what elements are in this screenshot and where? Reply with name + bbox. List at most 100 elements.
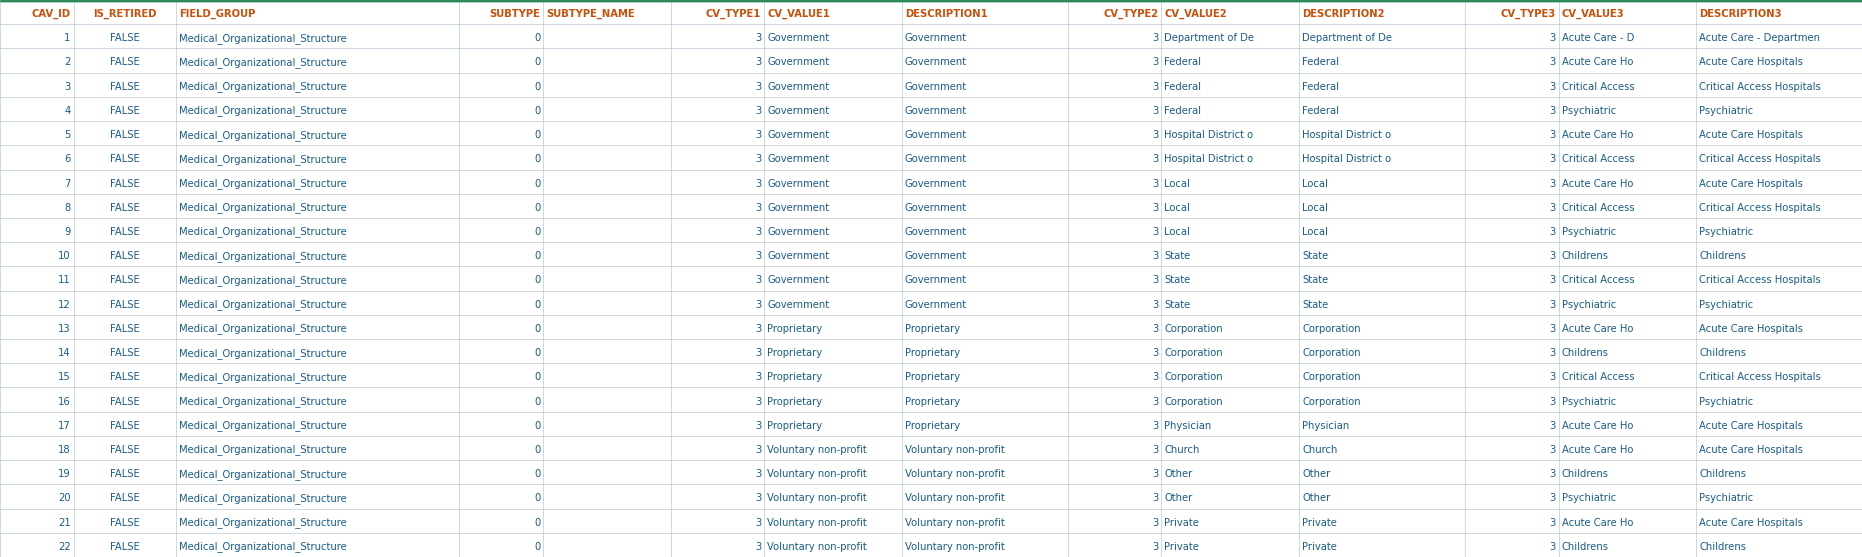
Text: Federal: Federal (1302, 57, 1339, 67)
Text: Government: Government (767, 251, 829, 261)
Text: 0: 0 (534, 276, 540, 285)
Text: Psychiatric: Psychiatric (1700, 300, 1754, 310)
Text: Corporation: Corporation (1302, 324, 1361, 334)
Text: 3: 3 (756, 227, 762, 237)
Text: Medical_Organizational_Structure: Medical_Organizational_Structure (179, 227, 346, 237)
Text: Psychiatric: Psychiatric (1562, 106, 1616, 116)
Text: Federal: Federal (1164, 106, 1201, 116)
Text: State: State (1164, 251, 1190, 261)
Text: 0: 0 (534, 517, 540, 527)
Text: Corporation: Corporation (1164, 372, 1223, 382)
Text: 3: 3 (1153, 154, 1158, 164)
Text: Critical Access Hospitals: Critical Access Hospitals (1700, 82, 1821, 92)
Text: Department of De: Department of De (1164, 33, 1255, 43)
Text: Government: Government (767, 33, 829, 43)
Text: 3: 3 (1549, 33, 1555, 43)
Text: Corporation: Corporation (1164, 397, 1223, 407)
Text: DESCRIPTION1: DESCRIPTION1 (905, 9, 987, 19)
Text: Hospital District o: Hospital District o (1302, 154, 1391, 164)
Text: Acute Care Ho: Acute Care Ho (1562, 57, 1633, 67)
Text: Physician: Physician (1302, 421, 1350, 431)
Text: FALSE: FALSE (110, 397, 140, 407)
Text: Government: Government (905, 33, 966, 43)
Text: Corporation: Corporation (1164, 324, 1223, 334)
Text: 18: 18 (58, 445, 71, 455)
Text: Federal: Federal (1164, 57, 1201, 67)
Text: Critical Access: Critical Access (1562, 276, 1635, 285)
Text: 3: 3 (1549, 494, 1555, 504)
Text: 0: 0 (534, 421, 540, 431)
Text: 3: 3 (1549, 251, 1555, 261)
Text: 5: 5 (65, 130, 71, 140)
Text: 19: 19 (58, 469, 71, 479)
Text: 3: 3 (1153, 179, 1158, 189)
Bar (0, 291, 1862, 315)
Text: Critical Access Hospitals: Critical Access Hospitals (1700, 203, 1821, 213)
Text: Childrens: Childrens (1700, 469, 1747, 479)
Text: 3: 3 (1153, 494, 1158, 504)
Text: Voluntary non-profit: Voluntary non-profit (905, 542, 1005, 552)
Text: FALSE: FALSE (110, 542, 140, 552)
Text: 3: 3 (1153, 203, 1158, 213)
Text: 3: 3 (1153, 348, 1158, 358)
Text: Corporation: Corporation (1302, 397, 1361, 407)
Text: Government: Government (767, 179, 829, 189)
Text: 3: 3 (1153, 57, 1158, 67)
Text: Psychiatric: Psychiatric (1700, 397, 1754, 407)
Text: Voluntary non-profit: Voluntary non-profit (905, 517, 1005, 527)
Text: 3: 3 (756, 542, 762, 552)
Text: 0: 0 (534, 179, 540, 189)
Text: Federal: Federal (1302, 106, 1339, 116)
Text: Local: Local (1164, 203, 1190, 213)
Text: SUBTYPE: SUBTYPE (490, 9, 540, 19)
Text: 3: 3 (1549, 372, 1555, 382)
Bar (0, 97, 1862, 121)
Text: Voluntary non-profit: Voluntary non-profit (905, 445, 1005, 455)
Text: Childrens: Childrens (1700, 348, 1747, 358)
Text: 3: 3 (756, 348, 762, 358)
Text: 3: 3 (1549, 179, 1555, 189)
Text: Medical_Organizational_Structure: Medical_Organizational_Structure (179, 33, 346, 43)
Text: FIELD_GROUP: FIELD_GROUP (179, 9, 255, 19)
Bar (0, 145, 1862, 169)
Text: 0: 0 (534, 154, 540, 164)
Text: 3: 3 (1153, 372, 1158, 382)
Text: 3: 3 (1549, 445, 1555, 455)
Text: Medical_Organizational_Structure: Medical_Organizational_Structure (179, 299, 346, 310)
Text: Voluntary non-profit: Voluntary non-profit (767, 445, 868, 455)
Text: Other: Other (1302, 469, 1329, 479)
Text: Government: Government (905, 251, 966, 261)
Text: Medical_Organizational_Structure: Medical_Organizational_Structure (179, 517, 346, 528)
Text: 15: 15 (58, 372, 71, 382)
Text: 3: 3 (1549, 276, 1555, 285)
Text: 14: 14 (58, 348, 71, 358)
Bar (0, 121, 1862, 145)
Text: Acute Care Hospitals: Acute Care Hospitals (1700, 57, 1802, 67)
Text: 3: 3 (756, 300, 762, 310)
Text: 3: 3 (1549, 324, 1555, 334)
Text: 3: 3 (756, 130, 762, 140)
Text: Voluntary non-profit: Voluntary non-profit (905, 469, 1005, 479)
Text: DESCRIPTION3: DESCRIPTION3 (1700, 9, 1782, 19)
Text: Critical Access Hospitals: Critical Access Hospitals (1700, 154, 1821, 164)
Text: State: State (1164, 300, 1190, 310)
Text: 3: 3 (756, 324, 762, 334)
Text: Medical_Organizational_Structure: Medical_Organizational_Structure (179, 493, 346, 504)
Text: State: State (1302, 276, 1328, 285)
Text: 3: 3 (756, 517, 762, 527)
Bar (0, 509, 1862, 533)
Text: FALSE: FALSE (110, 251, 140, 261)
Text: State: State (1302, 251, 1328, 261)
Text: DESCRIPTION2: DESCRIPTION2 (1302, 9, 1385, 19)
Text: 9: 9 (65, 227, 71, 237)
Text: Church: Church (1164, 445, 1199, 455)
Text: Proprietary: Proprietary (905, 324, 961, 334)
Text: 3: 3 (756, 33, 762, 43)
Text: 3: 3 (1153, 469, 1158, 479)
Text: 3: 3 (1153, 397, 1158, 407)
Text: 8: 8 (65, 203, 71, 213)
Text: 3: 3 (1549, 106, 1555, 116)
Text: Private: Private (1302, 542, 1337, 552)
Text: 4: 4 (65, 106, 71, 116)
Text: Medical_Organizational_Structure: Medical_Organizational_Structure (179, 421, 346, 431)
